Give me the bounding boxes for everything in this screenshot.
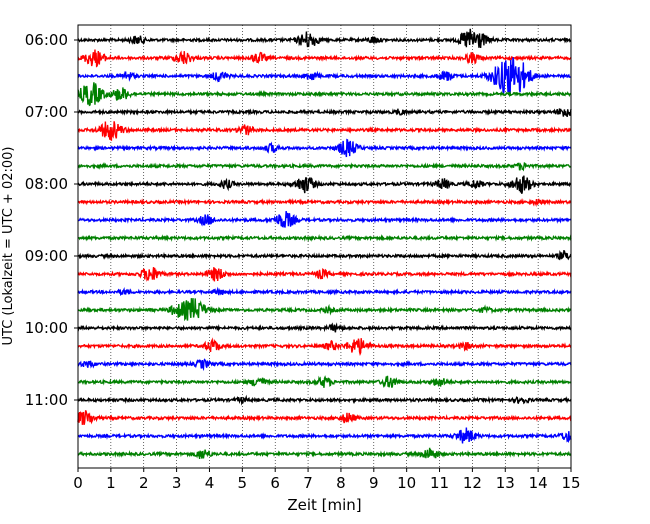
x-axis-label: Zeit [min]	[287, 496, 361, 514]
trace-0914	[77, 267, 572, 282]
x-tick-label: 6	[270, 474, 280, 492]
x-tick-label: 2	[139, 474, 149, 492]
trace-0744	[77, 162, 572, 172]
trace-0629	[77, 57, 572, 96]
trace-1014	[77, 337, 572, 356]
trace-layer	[77, 28, 572, 460]
x-tick-label: 14	[529, 474, 548, 492]
trace-0614	[77, 49, 572, 68]
y-tick-label: 07:00	[25, 103, 68, 121]
trace-1059	[77, 394, 572, 406]
trace-0759	[77, 175, 572, 194]
x-tick-label: 8	[336, 474, 346, 492]
trace-1044	[77, 375, 572, 389]
trace-0844	[77, 234, 572, 242]
grid-layer	[110, 25, 539, 468]
y-tick-label: 11:00	[25, 391, 68, 409]
x-tick-label: 13	[496, 474, 515, 492]
trace-0729	[77, 138, 572, 158]
x-tick-label: 1	[106, 474, 116, 492]
x-tick-label: 15	[561, 474, 580, 492]
trace-1144	[77, 447, 572, 460]
x-axis: 0 1 2 3 4 5 6 7 8 9 10 11 12 13 14 15	[73, 468, 581, 492]
trace-0944	[77, 298, 572, 322]
trace-0829	[77, 211, 572, 228]
trace-0929	[77, 286, 572, 297]
y-tick-label: 09:00	[25, 247, 68, 265]
x-tick-label: 9	[369, 474, 379, 492]
x-tick-label: 0	[73, 474, 83, 492]
trace-0559	[77, 28, 572, 48]
x-tick-label: 4	[205, 474, 215, 492]
y-tick-label: 10:00	[25, 319, 68, 337]
y-axis: 06:00 07:00 08:00 09:00 10:00 11:00	[25, 31, 78, 409]
x-tick-label: 11	[430, 474, 449, 492]
x-tick-label: 10	[397, 474, 416, 492]
trace-0859	[77, 249, 572, 261]
x-tick-label: 12	[463, 474, 482, 492]
trace-1129	[77, 427, 572, 444]
trace-0644	[77, 82, 572, 107]
trace-1114	[77, 410, 572, 425]
trace-1029	[77, 358, 572, 372]
y-tick-label: 06:00	[25, 31, 68, 49]
x-tick-label: 5	[238, 474, 248, 492]
trace-0659	[77, 108, 572, 118]
y-tick-label: 08:00	[25, 175, 68, 193]
trace-0714	[77, 121, 572, 142]
x-tick-label: 7	[303, 474, 313, 492]
trace-0814	[77, 198, 572, 208]
plot-frame	[77, 24, 572, 469]
x-tick-label: 3	[172, 474, 182, 492]
y-axis-label: UTC (Lokalzeit = UTC + 02:00)	[1, 147, 16, 346]
trace-0959	[77, 322, 572, 333]
